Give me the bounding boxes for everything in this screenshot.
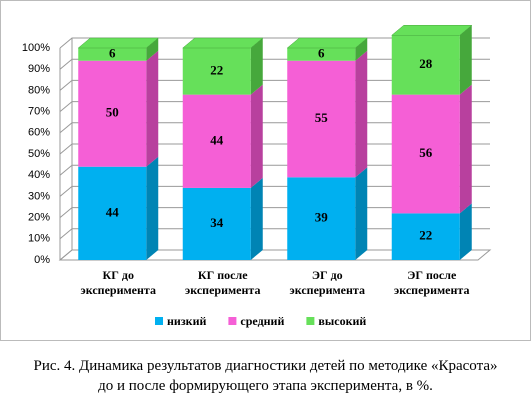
y-tick-label: 100% xyxy=(22,42,50,54)
bar-top xyxy=(286,37,368,49)
y-tick-label: 70% xyxy=(28,106,50,118)
bar xyxy=(182,94,251,188)
bar-side xyxy=(459,25,472,95)
bar xyxy=(78,166,147,260)
data-label: 22 xyxy=(210,62,223,77)
bar xyxy=(391,35,460,95)
data-label: 56 xyxy=(419,145,433,160)
data-label: 6 xyxy=(109,45,116,60)
bar xyxy=(391,94,460,214)
y-tick-label: 50% xyxy=(28,148,50,160)
bar xyxy=(287,60,356,178)
legend-label: средний xyxy=(240,314,284,328)
bar-side xyxy=(146,50,159,167)
bar-side xyxy=(355,50,368,178)
caption: до и после формирующего этапа эксперимен… xyxy=(98,378,433,394)
x-tick-label: КГ после эксперимента xyxy=(185,268,261,297)
legend-swatch xyxy=(306,317,315,325)
bar-side xyxy=(459,84,472,214)
bar xyxy=(287,48,356,61)
bar-side xyxy=(146,156,159,260)
y-tick-label: 90% xyxy=(28,63,50,75)
data-label: 55 xyxy=(315,110,329,125)
data-label: 22 xyxy=(419,228,432,243)
bar-side xyxy=(459,203,472,260)
y-tick-label: 80% xyxy=(28,84,50,96)
bar-side xyxy=(250,84,263,188)
bar xyxy=(182,187,251,260)
bar-side xyxy=(355,167,368,260)
y-tick-label: 40% xyxy=(28,169,50,181)
bar xyxy=(182,48,251,95)
data-label: 39 xyxy=(315,210,329,225)
bar-side xyxy=(250,177,263,260)
legend-swatch xyxy=(228,317,237,325)
caption: Рис. 4. Динамика результатов диагностики… xyxy=(33,358,498,374)
bar xyxy=(78,60,147,167)
data-label: 44 xyxy=(210,132,224,147)
bar xyxy=(78,48,147,61)
y-tick-label: 60% xyxy=(28,127,50,139)
legend-label: низкий xyxy=(167,314,206,328)
data-label: 50 xyxy=(106,105,119,120)
bar-side xyxy=(250,38,263,95)
data-label: 44 xyxy=(106,204,120,219)
bar-top xyxy=(182,37,264,49)
data-label: 6 xyxy=(318,45,325,60)
bar xyxy=(391,213,460,260)
x-tick-label: ЭГ до эксперимента xyxy=(289,268,365,297)
x-tick-label: КГ до эксперимента xyxy=(80,268,156,297)
data-label: 34 xyxy=(210,215,224,230)
data-label: 28 xyxy=(419,56,433,71)
bar-top xyxy=(77,37,159,49)
y-tick-label: 10% xyxy=(28,233,50,245)
y-tick-label: 0% xyxy=(34,254,50,266)
legend-swatch xyxy=(155,317,163,325)
y-tick-label: 30% xyxy=(28,190,50,202)
y-tick-label: 20% xyxy=(28,212,50,224)
x-tick-label: ЭГ после эксперимента xyxy=(394,268,470,297)
bar xyxy=(287,177,356,260)
bar-side xyxy=(355,38,368,61)
bar-top xyxy=(391,25,473,36)
bar-side xyxy=(146,38,159,61)
legend-label: высокий xyxy=(318,314,366,328)
